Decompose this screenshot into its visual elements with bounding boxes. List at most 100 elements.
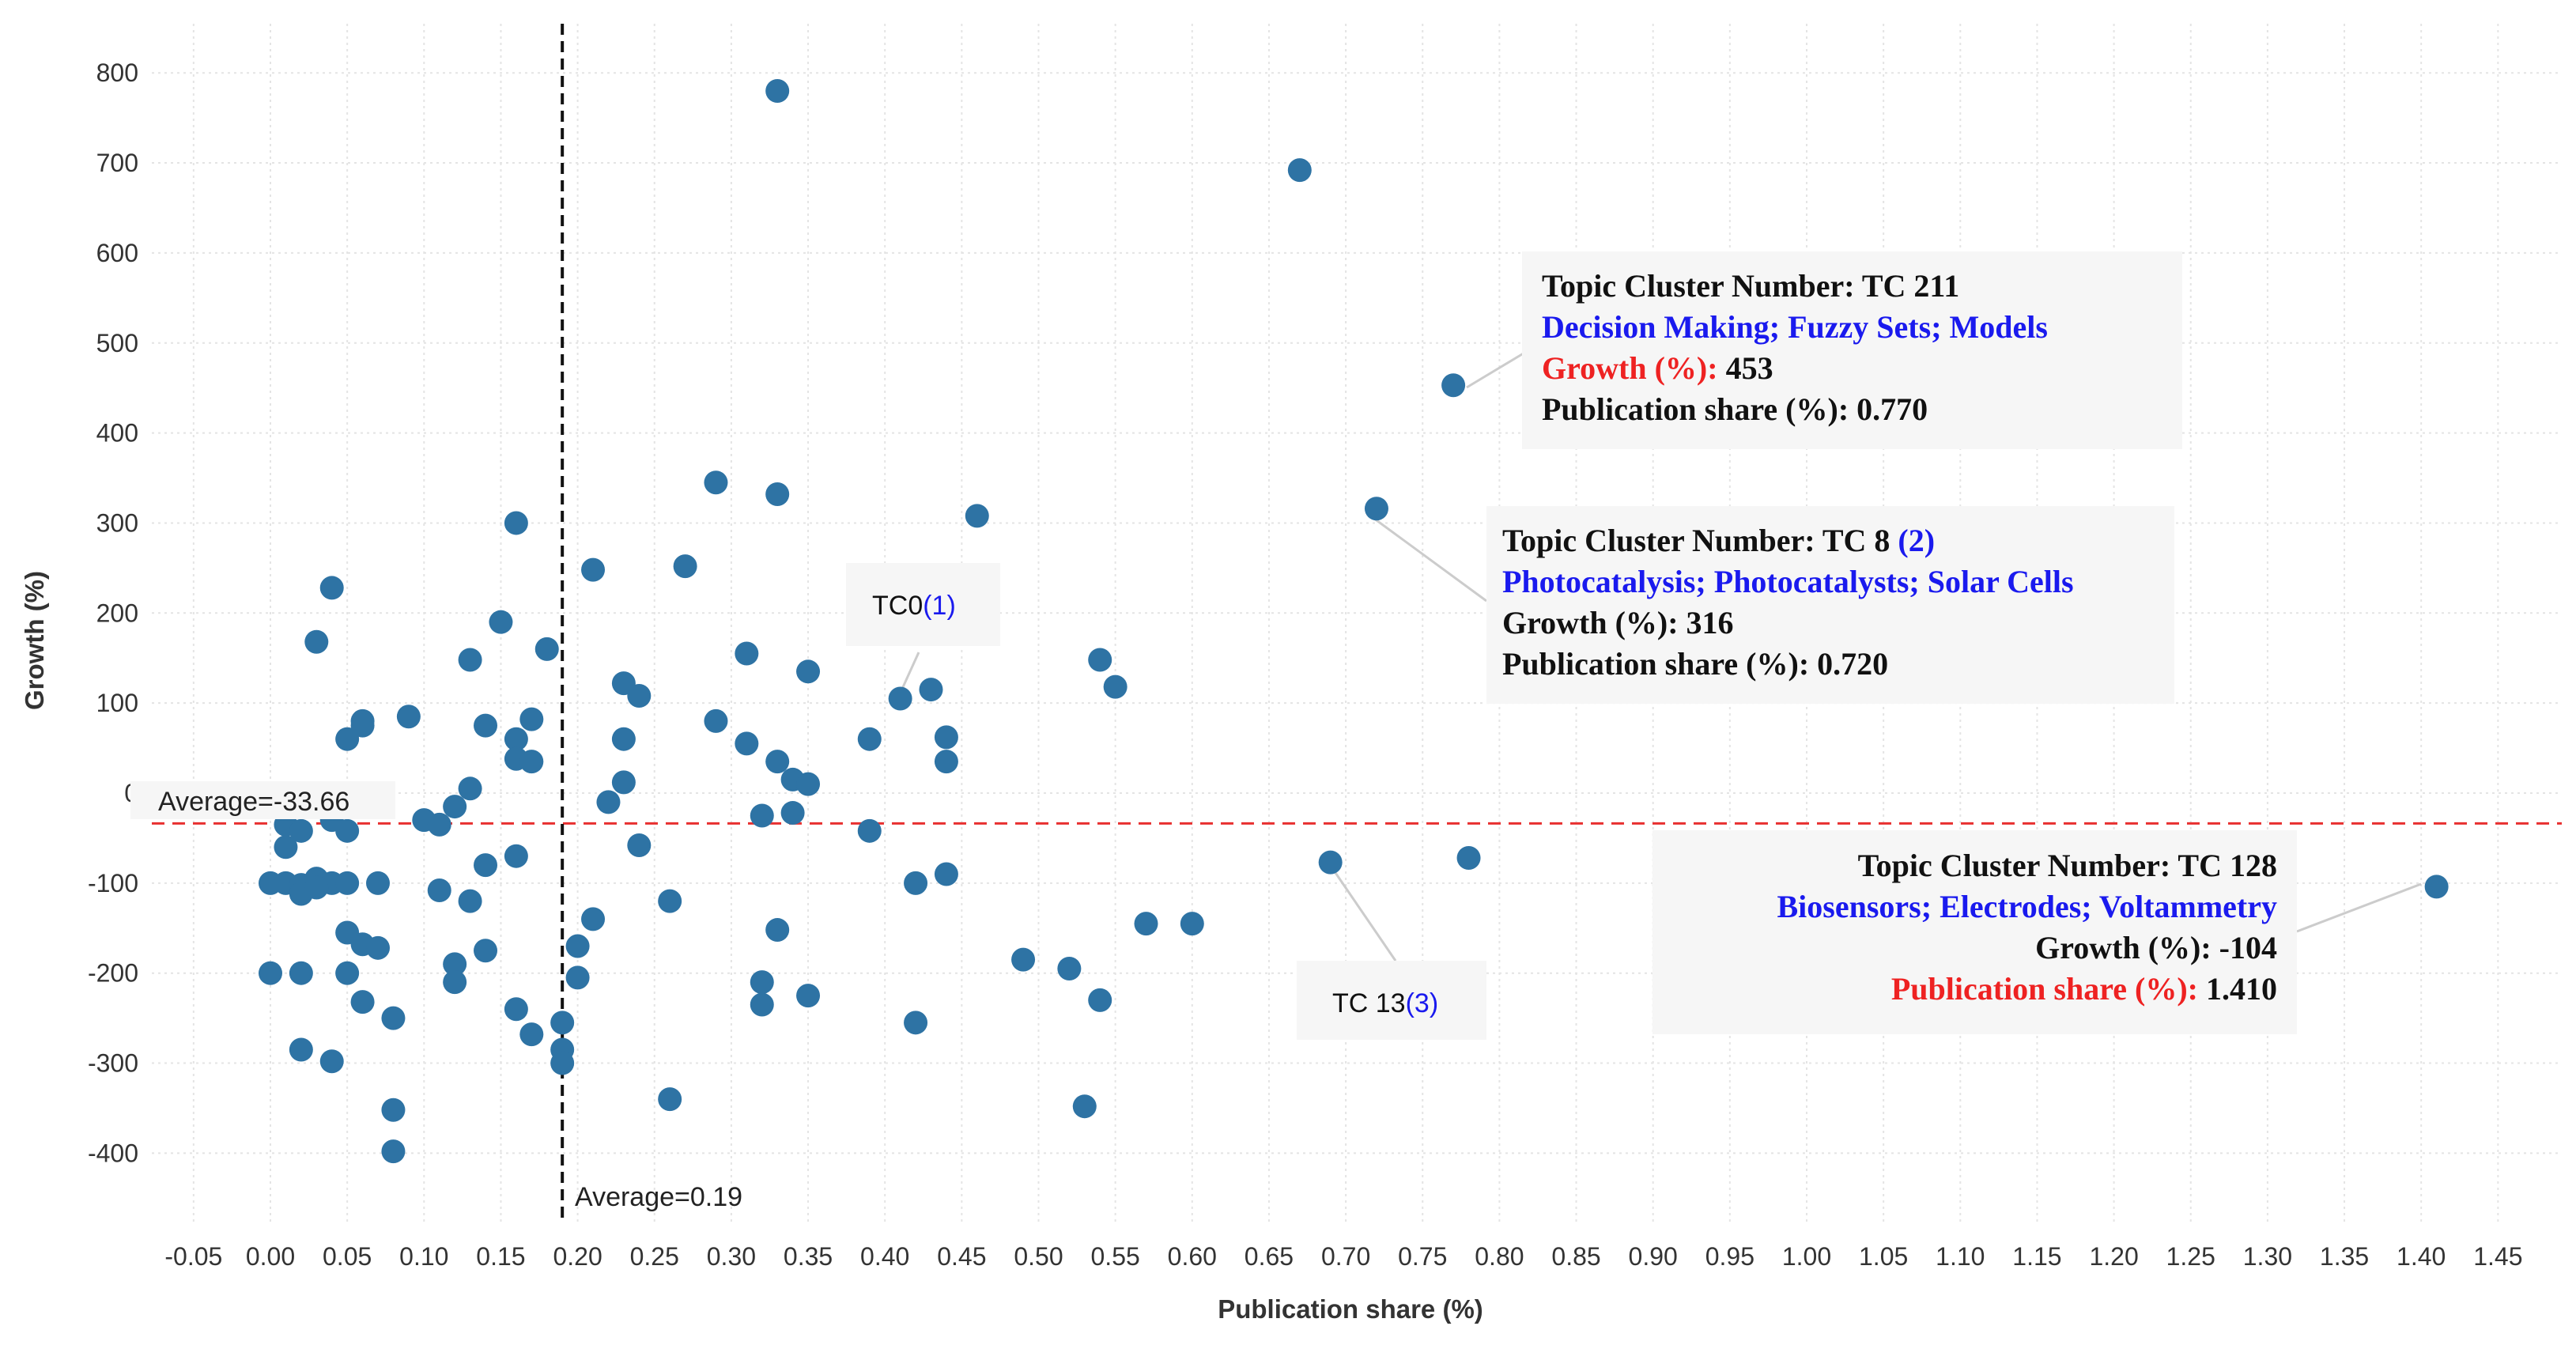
annotation-line: TC0(1) bbox=[872, 591, 956, 621]
data-point bbox=[658, 1087, 682, 1112]
data-point bbox=[565, 965, 590, 990]
data-point bbox=[519, 1022, 544, 1047]
data-point bbox=[2424, 875, 2449, 899]
x-tick-label: 0.10 bbox=[399, 1242, 448, 1271]
average-share-label: Average=0.19 bbox=[575, 1182, 742, 1212]
data-point bbox=[304, 875, 329, 900]
data-point bbox=[504, 511, 528, 535]
data-point bbox=[934, 750, 958, 774]
x-tick-label: 0.90 bbox=[1629, 1242, 1678, 1271]
x-tick-label: 1.35 bbox=[2320, 1242, 2369, 1271]
x-tick-label: 1.05 bbox=[1859, 1242, 1908, 1271]
x-tick-label: 0.60 bbox=[1168, 1242, 1217, 1271]
x-tick-label: 0.40 bbox=[860, 1242, 909, 1271]
data-point bbox=[750, 970, 774, 995]
data-point bbox=[289, 818, 313, 843]
annotation-segment: (2) bbox=[1898, 523, 1935, 558]
data-point bbox=[259, 961, 282, 985]
x-tick-label: 1.25 bbox=[2166, 1242, 2215, 1271]
data-point bbox=[381, 1006, 406, 1030]
x-tick-label: 1.10 bbox=[1936, 1242, 1985, 1271]
annotation-tc211: Topic Cluster Number: TC 211 Decision Mak… bbox=[1522, 251, 2182, 449]
annotation-box bbox=[846, 563, 1000, 646]
annotation-segment: Publication share (%): bbox=[1891, 971, 2206, 1007]
data-point bbox=[504, 997, 528, 1022]
data-point bbox=[934, 725, 958, 750]
annotation-line: Publication share (%): 0.720 bbox=[1502, 646, 1888, 682]
data-point bbox=[596, 790, 621, 814]
annotation-leader-tc13 bbox=[1329, 865, 1397, 962]
data-point bbox=[458, 776, 482, 801]
data-point bbox=[474, 853, 498, 878]
x-tick-label: 0.70 bbox=[1321, 1242, 1370, 1271]
data-point bbox=[888, 686, 912, 711]
data-point bbox=[1057, 957, 1082, 981]
annotation-segment: Decision Making; Fuzzy Sets; Models bbox=[1542, 309, 2048, 345]
y-tick-label: -300 bbox=[88, 1049, 138, 1078]
x-axis-tick-labels: -0.05 0.00 0.05 0.10 0.15 0.20 0.25 0.30 0.35 0.4… bbox=[164, 1242, 2522, 1271]
x-tick-label: 1.45 bbox=[2473, 1242, 2522, 1271]
x-tick-label: 1.30 bbox=[2243, 1242, 2292, 1271]
average-growth-label: Average=-33.66 bbox=[158, 787, 349, 817]
x-tick-label: 0.00 bbox=[246, 1242, 295, 1271]
x-tick-label: 1.15 bbox=[2012, 1242, 2061, 1271]
annotation-line: Photocatalysis; Photocatalysts; Solar Ce… bbox=[1502, 564, 2074, 599]
data-point bbox=[581, 907, 606, 931]
x-tick-label: 1.40 bbox=[2397, 1242, 2446, 1271]
annotation-line: Publication share (%): 0.770 bbox=[1542, 391, 1928, 427]
data-point bbox=[519, 707, 544, 731]
data-point bbox=[1103, 674, 1127, 699]
data-point bbox=[735, 731, 759, 756]
data-point bbox=[381, 1139, 406, 1164]
x-tick-label: 0.50 bbox=[1014, 1242, 1063, 1271]
annotation-segment: 1.410 bbox=[2206, 971, 2277, 1007]
data-point bbox=[1318, 850, 1343, 875]
x-axis-title: Publication share (%) bbox=[1218, 1294, 1483, 1324]
x-tick-label: 0.80 bbox=[1475, 1242, 1524, 1271]
annotation-box bbox=[1652, 830, 2297, 1034]
data-point bbox=[427, 878, 451, 902]
annotation-tc128: Topic Cluster Number: TC 128 Biosensors; … bbox=[1652, 830, 2297, 1034]
annotation-box bbox=[1297, 961, 1486, 1040]
annotation-line: Topic Cluster Number: TC 8 (2) bbox=[1502, 523, 1935, 558]
y-tick-label: -400 bbox=[88, 1139, 138, 1167]
data-point bbox=[780, 801, 805, 826]
data-point bbox=[443, 952, 467, 977]
data-point bbox=[673, 554, 697, 579]
data-point bbox=[1088, 988, 1112, 1012]
y-axis-title: Growth (%) bbox=[20, 571, 49, 710]
x-tick-label: 0.95 bbox=[1705, 1242, 1754, 1271]
data-point bbox=[504, 727, 528, 751]
y-tick-label: 300 bbox=[96, 508, 138, 537]
data-point bbox=[1011, 947, 1036, 972]
annotation-line: Biosensors; Electrodes; Voltammetry bbox=[1777, 889, 2278, 924]
annotation-tc13: TC 13(3) bbox=[1297, 961, 1486, 1040]
data-point bbox=[366, 871, 391, 895]
data-point bbox=[658, 889, 682, 913]
data-point bbox=[1456, 845, 1481, 870]
annotation-leader-tc211 bbox=[1466, 348, 1531, 389]
annotation-tc8: Topic Cluster Number: TC 8 (2) Photocatal… bbox=[1486, 506, 2174, 704]
data-point bbox=[427, 812, 451, 837]
data-point bbox=[443, 970, 467, 995]
data-point bbox=[550, 1051, 575, 1075]
data-point bbox=[458, 889, 482, 913]
data-point bbox=[335, 961, 360, 985]
annotation-leaders bbox=[897, 348, 2422, 962]
data-point bbox=[335, 818, 360, 843]
data-point bbox=[289, 961, 313, 985]
x-tick-label: -0.05 bbox=[164, 1242, 222, 1271]
average-growth-label-bg bbox=[130, 781, 395, 819]
data-point bbox=[1134, 912, 1158, 936]
data-point bbox=[474, 939, 498, 963]
data-point bbox=[366, 935, 391, 960]
data-point bbox=[1364, 497, 1388, 521]
data-point bbox=[704, 708, 728, 733]
data-point bbox=[319, 576, 344, 600]
data-point bbox=[919, 678, 943, 702]
data-point bbox=[627, 684, 652, 708]
annotation-segment: Topic Cluster Number: TC 128 bbox=[1858, 848, 2277, 883]
data-point bbox=[934, 862, 958, 886]
annotation-segment: Topic Cluster Number: TC 8 bbox=[1502, 523, 1898, 558]
